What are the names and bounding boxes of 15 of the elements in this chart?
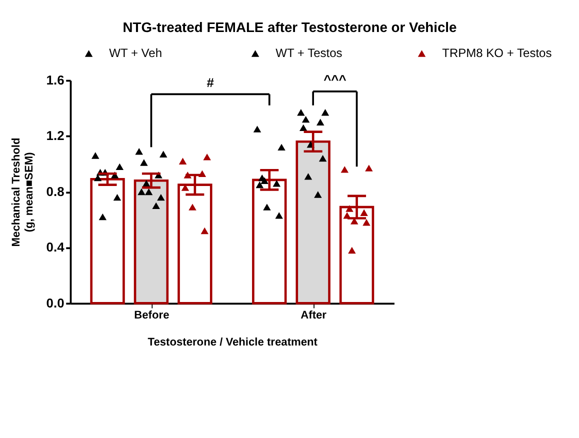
annotation: ^^^ — [324, 72, 347, 88]
y-tick-label: 1.6 — [46, 72, 64, 88]
legend-label: WT + Veh — [109, 46, 162, 60]
y-tick-label: 0.4 — [46, 240, 66, 255]
legend-label: WT + Testos — [276, 46, 342, 60]
y-tick-label: 0.8 — [46, 184, 64, 199]
x-tick-label: Before — [134, 309, 170, 322]
annotation: # — [206, 74, 214, 90]
y-axis-title: Mechanical Treshold (g, mean■SEM) — [10, 137, 36, 247]
x-axis-title: Testosterone / Vehicle treatment — [148, 336, 318, 348]
legend-label: TRPM8 KO + Testos — [442, 46, 552, 60]
chart-title: NTG-treated FEMALE after Testosterone or Vehicle — [122, 19, 458, 36]
y-tick-label: 1.2 — [46, 128, 64, 144]
y-tick-label: 0.0 — [46, 295, 64, 310]
x-tick-label: After — [300, 309, 328, 322]
